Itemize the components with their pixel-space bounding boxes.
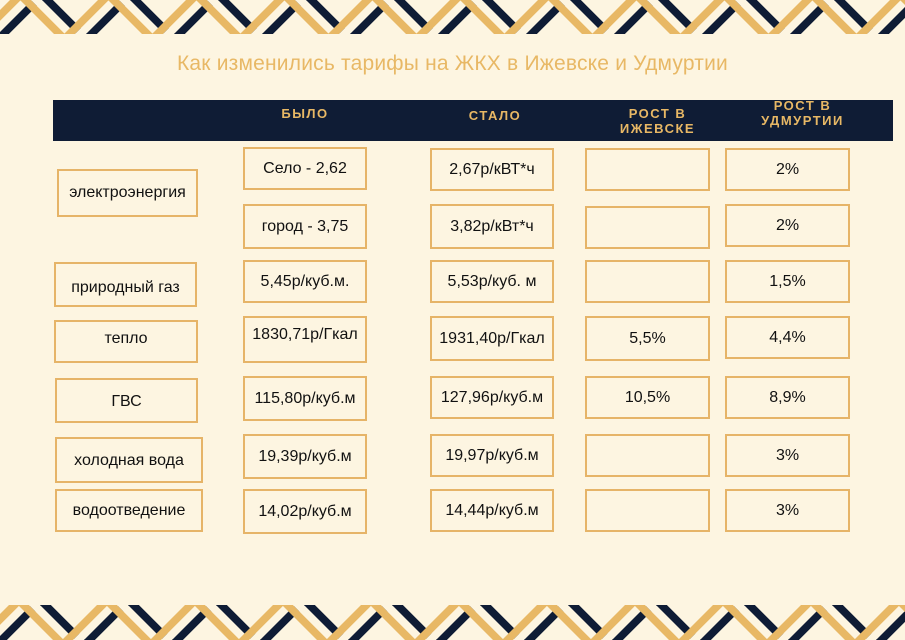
page-title: Как изменились тарифы на ЖКХ в Ижевске и… xyxy=(177,52,728,75)
label-heat: тепло xyxy=(54,320,198,363)
cell-growth-izhevsk xyxy=(585,434,710,477)
header-growth-izhevsk-line2: ИЖЕВСКЕ xyxy=(619,121,696,136)
cell-growth-izhevsk: 5,5% xyxy=(585,316,710,361)
label-cold-water: холодная вода xyxy=(55,437,203,483)
label-electricity: электроэнергия xyxy=(57,169,198,217)
label-hot-water: ГВС xyxy=(55,378,198,423)
cell-growth-izhevsk: 10,5% xyxy=(585,376,710,419)
header-growth-udmurtia-line2: УДМУРТИИ xyxy=(761,113,844,128)
cell-was: 14,02р/куб.м xyxy=(243,489,367,534)
cell-now: 127,96р/куб.м xyxy=(430,376,554,419)
header-growth-izhevsk: РОСТ В ИЖЕВСКЕ xyxy=(595,106,720,136)
cell-now: 3,82р/кВт*ч xyxy=(430,204,554,249)
cell-was: 5,45р/куб.м. xyxy=(243,260,367,303)
cell-now: 2,67р/кВТ*ч xyxy=(430,148,554,191)
cell-growth-izhevsk xyxy=(585,206,710,249)
header-growth-udmurtia-line1: РОСТ В xyxy=(773,98,832,113)
decorative-pattern-top xyxy=(0,0,905,34)
cell-now: 19,97р/куб.м xyxy=(430,434,554,477)
header-was: БЫЛО xyxy=(281,106,329,121)
cell-now: 1931,40р/Гкал xyxy=(430,316,554,361)
cell-growth-izhevsk xyxy=(585,489,710,532)
cell-growth-udmurtia: 3% xyxy=(725,489,850,532)
label-drainage: водоотведение xyxy=(55,489,203,532)
header-now: СТАЛО xyxy=(468,108,522,123)
cell-growth-udmurtia: 8,9% xyxy=(725,376,850,419)
header-growth-izhevsk-line1: РОСТ В xyxy=(628,106,687,121)
cell-was: Село - 2,62 xyxy=(243,147,367,190)
cell-growth-izhevsk xyxy=(585,148,710,191)
cell-growth-udmurtia: 4,4% xyxy=(725,316,850,359)
cell-now: 5,53р/куб. м xyxy=(430,260,554,303)
cell-now: 14,44р/куб.м xyxy=(430,489,554,532)
decorative-pattern-bottom xyxy=(0,605,905,640)
cell-growth-udmurtia: 1,5% xyxy=(725,260,850,303)
cell-was: 1830,71р/Гкал xyxy=(243,316,367,363)
cell-growth-udmurtia: 2% xyxy=(725,148,850,191)
cell-was: 19,39р/куб.м xyxy=(243,434,367,479)
table-header xyxy=(53,100,893,141)
cell-growth-udmurtia: 2% xyxy=(725,204,850,247)
cell-growth-udmurtia: 3% xyxy=(725,434,850,477)
cell-was: город - 3,75 xyxy=(243,204,367,249)
cell-was: 115,80р/куб.м xyxy=(243,376,367,421)
header-growth-udmurtia: РОСТ В УДМУРТИИ xyxy=(740,98,865,128)
cell-growth-izhevsk xyxy=(585,260,710,303)
label-natural-gas: природный газ xyxy=(54,262,197,307)
